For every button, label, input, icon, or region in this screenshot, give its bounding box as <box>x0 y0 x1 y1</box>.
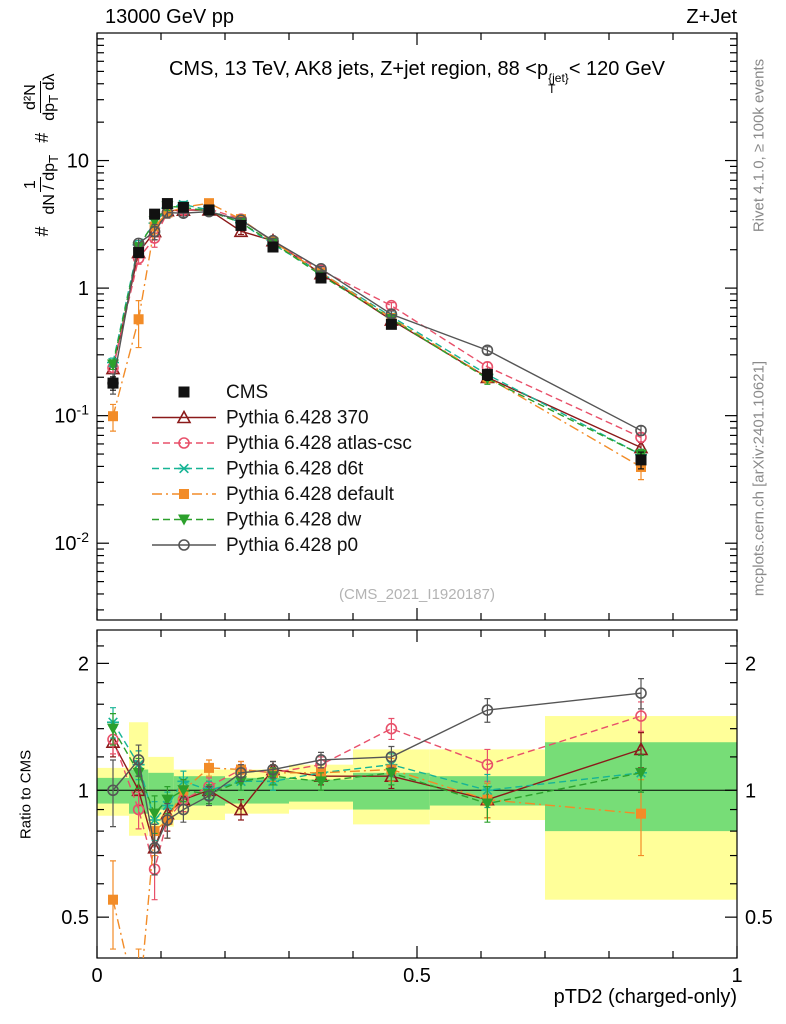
pt-superscript: {jet} <box>548 71 569 85</box>
y-axis-label-top: # 1 dN / dpT # d²N dpT dλ <box>10 35 74 275</box>
svg-text:2: 2 <box>78 653 89 675</box>
svg-text:0: 0 <box>91 965 102 987</box>
svg-text:10: 10 <box>67 151 89 173</box>
svg-text:1: 1 <box>731 965 742 987</box>
normalization-fraction: 1 dN / dpT <box>22 154 62 215</box>
svg-text:Pythia 6.428 d6t: Pythia 6.428 d6t <box>226 459 364 480</box>
y-axis-label-ratio: Ratio to CMS <box>17 749 35 840</box>
pt-jet-script: {jet} T <box>548 71 569 96</box>
analysis-id-watermark: (CMS_2021_I1920187) <box>339 586 495 603</box>
beam-energy-label: 13000 GeV pp <box>105 6 234 28</box>
svg-text:Pythia 6.428 default: Pythia 6.428 default <box>226 484 395 505</box>
svg-text:Pythia 6.428 370: Pythia 6.428 370 <box>226 408 369 429</box>
derivative-fraction: d²N dpT dλ <box>22 73 62 121</box>
svg-text:1: 1 <box>78 278 89 300</box>
svg-text:1: 1 <box>745 780 756 802</box>
svg-text:1: 1 <box>78 780 89 802</box>
svg-text:0.5: 0.5 <box>745 907 773 929</box>
svg-text:2: 2 <box>745 653 756 675</box>
pt-subscript: T <box>548 82 556 96</box>
process-label: Z+Jet <box>686 6 737 28</box>
svg-text:Pythia 6.428 atlas-csc: Pythia 6.428 atlas-csc <box>226 433 412 454</box>
svg-text:Pythia 6.428 p0: Pythia 6.428 p0 <box>226 535 358 556</box>
mcplots-attribution-note: mcplots.cern.ch [arXiv:2401.10621] <box>750 360 768 597</box>
svg-text:Pythia 6.428 dw: Pythia 6.428 dw <box>226 510 361 531</box>
hash-symbol: # <box>31 132 52 143</box>
plot-title-text-end: < 120 GeV <box>568 58 665 80</box>
plot-title-text: CMS, 13 TeV, AK8 jets, Z+jet region, 88 … <box>168 58 549 80</box>
svg-text:10-2: 10-2 <box>54 529 89 555</box>
svg-text:0.5: 0.5 <box>61 907 89 929</box>
plot-title: CMS, 13 TeV, AK8 jets, Z+jet region, 88 … <box>97 58 737 95</box>
x-axis-label: pTD2 (charged-only) <box>553 986 737 1008</box>
svg-text:10-1: 10-1 <box>54 402 89 428</box>
hash-symbol: # <box>31 226 52 237</box>
svg-text:CMS: CMS <box>226 382 268 403</box>
svg-text:0.5: 0.5 <box>403 965 431 987</box>
rivet-version-note: Rivet 4.1.0, ≥ 100k events <box>750 58 768 233</box>
